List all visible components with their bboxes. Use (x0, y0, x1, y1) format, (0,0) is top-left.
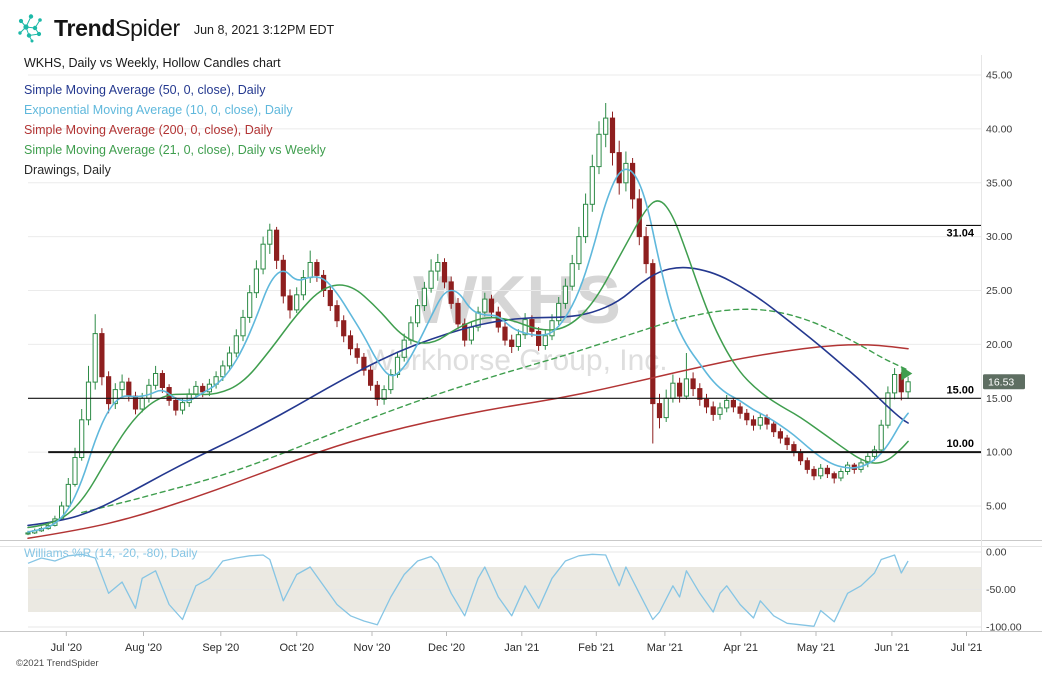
brand-spider: Spider (115, 14, 180, 41)
svg-text:Sep '20: Sep '20 (202, 642, 239, 654)
svg-text:15.00: 15.00 (946, 384, 974, 396)
legend-item-sma200[interactable]: Simple Moving Average (200, 0, close), D… (24, 123, 273, 137)
watermark-company: Workhorse Group, Inc. (366, 344, 668, 377)
svg-text:Jan '21: Jan '21 (504, 642, 539, 654)
header: TrendSpider Jun 8, 2021 3:12PM EDT (16, 13, 334, 43)
overlay-sma-200-daily (27, 343, 909, 540)
trendspider-logo-icon (16, 13, 46, 43)
svg-text:45.00: 45.00 (986, 70, 1012, 82)
svg-text:31.04: 31.04 (946, 227, 974, 239)
svg-text:35.00: 35.00 (986, 177, 1012, 189)
svg-text:Aug '20: Aug '20 (125, 642, 162, 654)
williams-line (27, 553, 909, 627)
svg-text:30.00: 30.00 (986, 231, 1012, 243)
chart-timestamp: Jun 8, 2021 3:12PM EDT (193, 23, 335, 37)
svg-text:0.00: 0.00 (986, 547, 1007, 559)
svg-text:-50.00: -50.00 (986, 584, 1016, 596)
svg-text:-100.00: -100.00 (986, 622, 1022, 634)
overlay-sma-21-weekly (81, 308, 909, 514)
price-axis-labels: 45.00 40.00 35.00 30.00 25.00 20.00 15.00 10.00… (986, 70, 1012, 513)
svg-text:40.00: 40.00 (986, 123, 1012, 135)
svg-text:20.00: 20.00 (986, 339, 1012, 351)
drawing-lines[interactable]: 31.04 15.00 10.00 (28, 224, 981, 454)
svg-text:May '21: May '21 (797, 642, 835, 654)
williams-legend[interactable]: Williams %R (14, -20, -80), Daily (24, 546, 198, 560)
svg-text:Nov '20: Nov '20 (354, 642, 391, 654)
brand-name: TrendSpider (54, 15, 180, 42)
candles-layer (25, 103, 911, 536)
chart-legend: WKHS, Daily vs Weekly, Hollow Candles ch… (24, 53, 326, 180)
legend-item-ema10[interactable]: Exponential Moving Average (10, 0, close… (24, 103, 293, 117)
svg-text:15.00: 15.00 (986, 393, 1012, 405)
svg-text:10.00: 10.00 (946, 438, 974, 450)
svg-text:10.00: 10.00 (986, 447, 1012, 459)
last-price-badge: 16.53 (983, 374, 1025, 390)
svg-text:Apr '21: Apr '21 (724, 642, 759, 654)
x-axis-labels: Jul '20 Aug '20 Sep '20 Oct '20 Nov '20 Dec '… (51, 631, 982, 654)
watermark: WKHS Workhorse Group, Inc. (366, 266, 667, 378)
legend-item-drawings[interactable]: Drawings, Daily (24, 163, 111, 177)
svg-text:Jul '21: Jul '21 (951, 642, 982, 654)
overlay-sma-50-daily (27, 266, 909, 527)
overlay-sma-21-daily (27, 200, 909, 529)
svg-text:5.00: 5.00 (986, 501, 1007, 513)
svg-text:Jun '21: Jun '21 (874, 642, 909, 654)
brand-trend: Trend (54, 14, 116, 41)
chart-title[interactable]: WKHS, Daily vs Weekly, Hollow Candles ch… (24, 56, 281, 70)
svg-text:Oct '20: Oct '20 (279, 642, 314, 654)
williams-panel: 0.00 -50.00 -100.00 (28, 547, 1022, 634)
svg-text:16.53: 16.53 (988, 377, 1014, 389)
overlay-lines (27, 168, 909, 540)
svg-text:25.00: 25.00 (986, 285, 1012, 297)
svg-text:Dec '20: Dec '20 (428, 642, 465, 654)
svg-text:Mar '21: Mar '21 (647, 642, 683, 654)
flag-marker (901, 366, 913, 381)
legend-item-sma50[interactable]: Simple Moving Average (50, 0, close), Da… (24, 83, 266, 97)
svg-text:Jul '20: Jul '20 (51, 642, 82, 654)
svg-text:Feb '21: Feb '21 (578, 642, 614, 654)
footer-copyright: ©2021 TrendSpider (16, 658, 99, 669)
legend-item-sma21[interactable]: Simple Moving Average (21, 0, close), Da… (24, 143, 326, 157)
overlay-ema-10-daily (27, 168, 909, 533)
